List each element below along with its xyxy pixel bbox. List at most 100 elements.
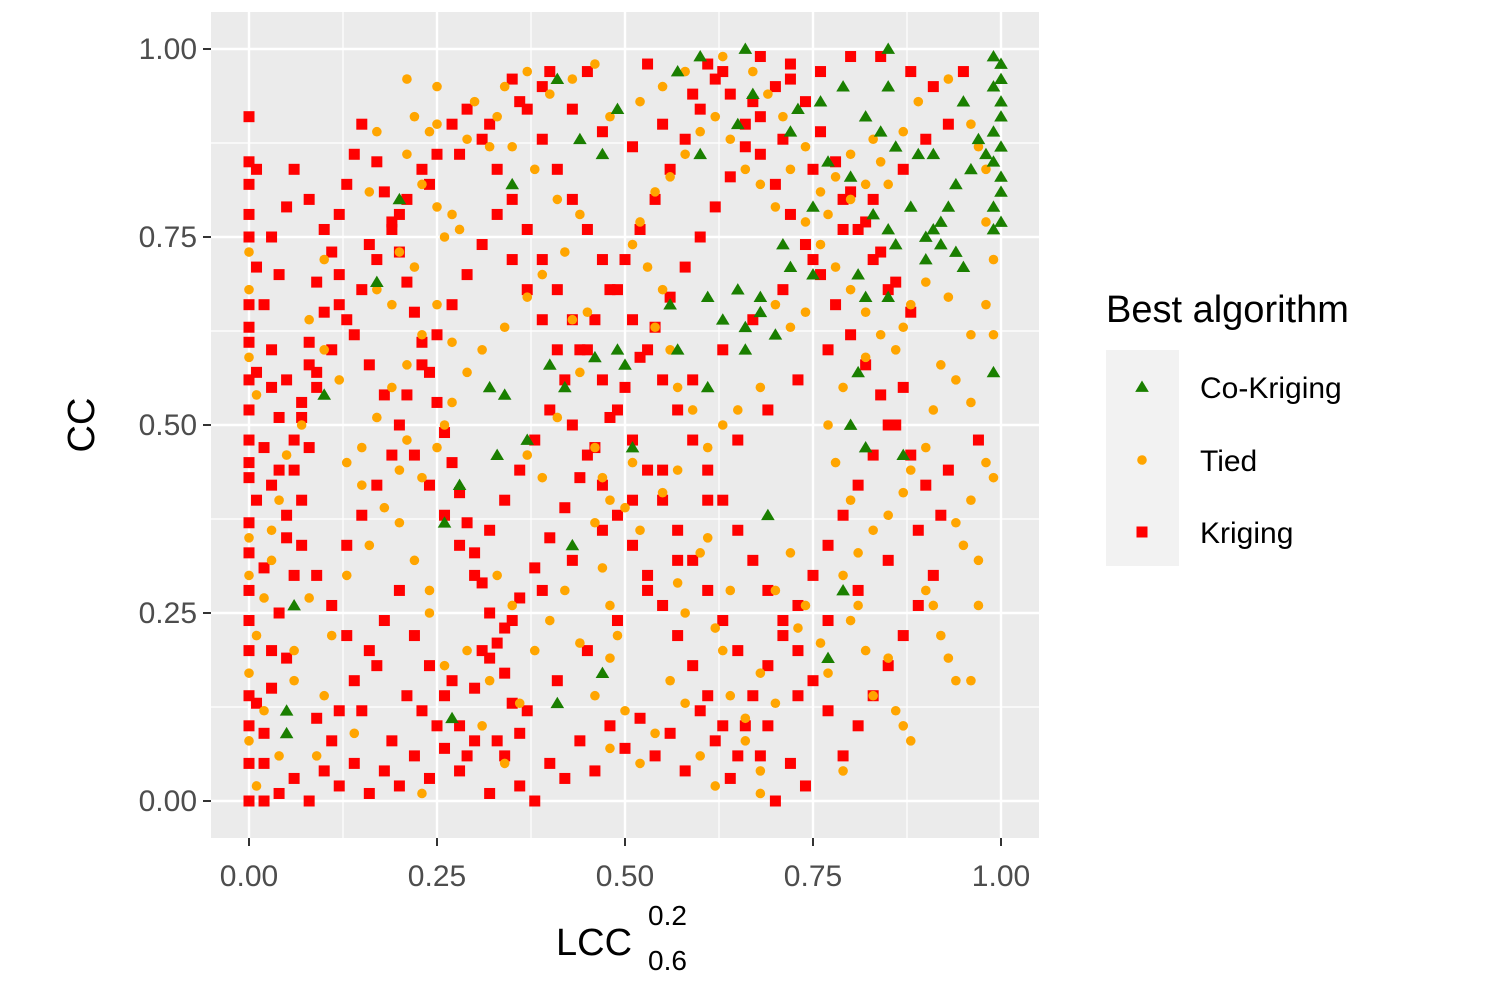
point-tied — [650, 187, 660, 197]
point-tied — [311, 751, 322, 761]
point-tied — [860, 352, 871, 363]
point-tied — [545, 615, 555, 626]
point-kriging — [747, 690, 759, 702]
point-tied — [244, 533, 254, 543]
point-tied — [409, 555, 420, 566]
point-tied — [409, 111, 420, 122]
point-co-kriging — [806, 268, 820, 280]
point-kriging — [484, 118, 496, 130]
point-kriging — [799, 780, 811, 792]
point-co-kriging — [452, 478, 467, 491]
point-tied — [244, 284, 254, 295]
point-kriging — [807, 163, 819, 175]
point-tied — [785, 164, 796, 175]
point-kriging — [311, 712, 323, 724]
point-kriging — [664, 727, 676, 739]
point-kriging — [251, 163, 263, 175]
point-co-kriging — [715, 313, 730, 325]
point-kriging — [784, 208, 796, 220]
x-axis-title-subscript: 0.6 — [648, 945, 687, 976]
point-kriging — [386, 223, 398, 235]
point-kriging — [559, 502, 571, 514]
point-co-kriging — [550, 696, 565, 709]
point-kriging — [529, 562, 541, 574]
point-tied — [665, 675, 675, 686]
point-kriging — [288, 569, 300, 581]
point-tied — [251, 390, 262, 400]
point-tied — [928, 600, 939, 611]
point-tied — [710, 111, 721, 122]
point-tied — [770, 698, 781, 709]
point-co-kriging — [610, 102, 625, 115]
point-tied — [582, 307, 593, 318]
point-kriging — [754, 51, 766, 63]
point-tied — [417, 179, 427, 190]
point-kriging — [912, 599, 924, 611]
point-tied — [402, 74, 412, 84]
point-kriging — [709, 735, 721, 747]
point-kriging — [273, 464, 285, 476]
point-co-kriging — [670, 343, 685, 355]
point-tied — [868, 690, 878, 701]
point-kriging — [717, 615, 729, 627]
point-kriging — [769, 81, 781, 93]
point-co-kriging — [851, 268, 865, 280]
point-co-kriging — [558, 380, 572, 393]
point-tied — [785, 548, 796, 558]
point-tied — [898, 126, 909, 137]
point-kriging — [423, 366, 435, 378]
point-kriging — [431, 329, 443, 341]
legend: Best algorithm Co-Kriging Tied Kriging — [1106, 289, 1349, 566]
point-kriging — [882, 660, 894, 672]
point-kriging — [536, 133, 548, 145]
point-tied — [251, 630, 262, 641]
point-kriging — [506, 615, 518, 627]
y-tick-label: 0.25 — [139, 597, 197, 630]
point-co-kriging — [542, 358, 557, 370]
point-kriging — [303, 442, 315, 454]
point-kriging — [446, 457, 458, 469]
point-kriging — [589, 765, 601, 777]
point-tied — [943, 74, 954, 84]
point-kriging — [521, 705, 533, 717]
point-tied — [439, 420, 450, 430]
point-tied — [447, 397, 457, 408]
point-kriging — [333, 780, 345, 792]
point-kriging — [566, 554, 578, 566]
point-kriging — [469, 569, 481, 581]
point-tied — [845, 495, 856, 506]
point-kriging — [506, 193, 518, 205]
point-kriging — [596, 254, 608, 266]
point-kriging — [258, 795, 270, 807]
point-kriging — [393, 780, 405, 792]
point-tied — [687, 405, 698, 415]
point-kriging — [762, 584, 774, 596]
point-kriging — [401, 276, 413, 288]
point-kriging — [514, 464, 526, 476]
point-kriging — [348, 757, 360, 769]
point-co-kriging — [971, 132, 986, 145]
point-tied — [529, 164, 540, 175]
point-tied — [890, 705, 901, 716]
point-tied — [702, 442, 713, 453]
point-tied — [981, 457, 991, 468]
point-kriging — [792, 599, 804, 611]
point-kriging — [822, 705, 834, 717]
point-kriging — [529, 434, 541, 446]
point-co-kriging — [926, 222, 941, 235]
point-co-kriging — [934, 238, 948, 250]
point-co-kriging — [851, 365, 865, 378]
point-co-kriging — [490, 448, 504, 460]
point-tied — [266, 555, 277, 566]
point-tied — [575, 209, 585, 220]
point-kriging — [912, 524, 924, 536]
point-kriging — [875, 246, 887, 258]
point-kriging — [852, 584, 864, 596]
point-tied — [379, 502, 390, 513]
point-kriging — [476, 133, 488, 145]
point-kriging — [243, 615, 255, 627]
point-tied — [289, 675, 299, 686]
point-co-kriging — [986, 155, 1001, 167]
point-kriging — [536, 254, 548, 266]
point-tied — [447, 337, 457, 348]
